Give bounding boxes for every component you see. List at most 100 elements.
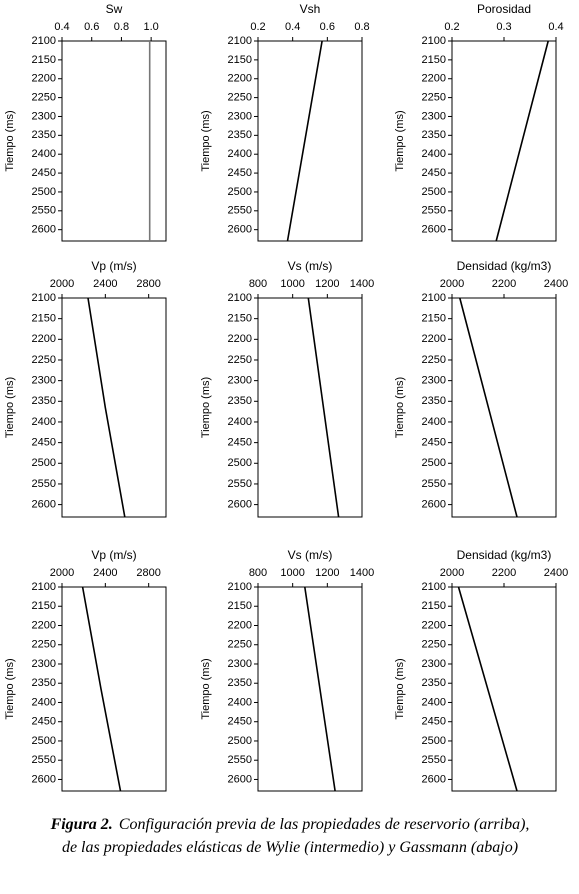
x-tick-label: 1200 [315, 567, 339, 579]
log-line [304, 586, 336, 792]
x-tick-label: 0.8 [114, 21, 129, 33]
x-tick-label: 0.3 [496, 21, 511, 33]
caption: Figura 2. Configuración previa de las pro… [50, 813, 530, 859]
x-tick-label: 0.4 [548, 21, 563, 33]
x-tick-label: 2000 [50, 278, 74, 290]
panel-title: Porosidad [477, 2, 531, 16]
y-tick-label: 2500 [228, 457, 252, 469]
log-line [495, 40, 549, 242]
y-tick-label: 2100 [422, 35, 446, 47]
y-tick-label: 2100 [32, 35, 56, 47]
log-line [459, 297, 518, 518]
y-tick-label: 2550 [422, 754, 446, 766]
panel-title: Vs (m/s) [288, 259, 333, 273]
x-tick-label: 0.2 [250, 21, 265, 33]
y-tick-label: 2400 [32, 696, 56, 708]
y-tick-label: 2400 [422, 148, 446, 160]
x-tick-label: 800 [249, 567, 267, 579]
x-tick-label: 2000 [440, 567, 464, 579]
log-line [81, 586, 122, 792]
caption-text: Configuración previa de las propiedades … [61, 816, 530, 856]
y-tick-label: 2600 [422, 499, 446, 511]
y-tick-label: 2600 [228, 224, 252, 236]
y-tick-label: 2300 [32, 375, 56, 387]
y-tick-label: 2550 [422, 205, 446, 217]
x-tick-label: 2400 [544, 567, 568, 579]
log-line [87, 297, 126, 518]
x-tick-label: 1.0 [143, 21, 158, 33]
y-tick-label: 2250 [422, 92, 446, 104]
y-tick-label: 2400 [422, 416, 446, 428]
y-tick-label: 2350 [32, 677, 56, 689]
y-tick-label: 2150 [228, 54, 252, 66]
y-tick-label: 2100 [228, 581, 252, 593]
y-tick-label: 2450 [228, 716, 252, 728]
y-tick-label: 2250 [228, 639, 252, 651]
y-axis-label: Tiempo (ms) [4, 110, 16, 171]
figure: Sw Tiempo (ms) 0.4 0.6 0.8 1.0 2100 2150 2200 225… [4, 2, 568, 792]
y-axis-label: Tiempo (ms) [394, 110, 406, 171]
y-tick-label: 2400 [228, 696, 252, 708]
panel-title: Densidad (kg/m3) [457, 259, 552, 273]
x-tick-label: 2800 [136, 567, 160, 579]
y-tick-label: 2250 [422, 354, 446, 366]
y-axis-label: Tiempo (ms) [4, 377, 16, 438]
y-tick-label: 2550 [228, 478, 252, 490]
y-tick-label: 2100 [32, 292, 56, 304]
x-tick-label: 2200 [492, 567, 516, 579]
x-tick-label: 2200 [492, 278, 516, 290]
y-tick-label: 2300 [32, 658, 56, 670]
panel-title: Densidad (kg/m3) [457, 548, 552, 562]
y-tick-label: 2500 [32, 457, 56, 469]
x-tick-label: 1400 [350, 278, 374, 290]
y-tick-label: 2550 [422, 478, 446, 490]
x-tick-label: 1200 [315, 278, 339, 290]
x-tick-label: 2400 [544, 278, 568, 290]
log-line [457, 586, 518, 792]
y-tick-label: 2300 [228, 375, 252, 387]
y-tick-label: 2500 [422, 735, 446, 747]
y-tick-label: 2250 [228, 92, 252, 104]
y-axis-label: Tiempo (ms) [4, 658, 16, 719]
caption-label: Figura 2. [50, 816, 113, 833]
y-tick-label: 2200 [422, 619, 446, 631]
y-tick-label: 2150 [228, 313, 252, 325]
y-tick-label: 2150 [228, 600, 252, 612]
plot-frame [257, 586, 363, 792]
x-tick-label: 2400 [93, 567, 117, 579]
y-tick-label: 2150 [422, 313, 446, 325]
y-tick-label: 2100 [228, 35, 252, 47]
x-tick-label: 0.8 [354, 21, 369, 33]
y-tick-label: 2100 [228, 292, 252, 304]
y-tick-label: 2500 [228, 735, 252, 747]
y-tick-label: 2200 [422, 73, 446, 85]
y-tick-label: 2350 [228, 129, 252, 141]
y-tick-label: 2200 [32, 619, 56, 631]
y-tick-label: 2600 [228, 773, 252, 785]
y-tick-label: 2600 [32, 224, 56, 236]
y-axis-label: Tiempo (ms) [394, 377, 406, 438]
x-tick-label: 2800 [136, 278, 160, 290]
x-tick-label: 0.6 [320, 21, 335, 33]
y-tick-label: 2250 [228, 354, 252, 366]
x-tick-label: 0.2 [444, 21, 459, 33]
y-tick-label: 2550 [228, 205, 252, 217]
y-tick-label: 2600 [422, 773, 446, 785]
y-tick-label: 2300 [422, 658, 446, 670]
y-tick-label: 2550 [32, 754, 56, 766]
y-tick-label: 2250 [32, 92, 56, 104]
y-tick-label: 2400 [228, 148, 252, 160]
y-tick-label: 2200 [228, 619, 252, 631]
x-tick-label: 1000 [280, 567, 304, 579]
y-tick-label: 2350 [422, 677, 446, 689]
y-tick-label: 2400 [228, 416, 252, 428]
y-tick-label: 2150 [422, 600, 446, 612]
y-tick-label: 2600 [422, 224, 446, 236]
y-tick-label: 2450 [228, 437, 252, 449]
y-tick-label: 2600 [228, 499, 252, 511]
y-tick-label: 2200 [32, 333, 56, 345]
y-tick-label: 2200 [32, 73, 56, 85]
plot-frame [61, 586, 167, 792]
y-tick-label: 2100 [422, 581, 446, 593]
y-axis-label: Tiempo (ms) [200, 377, 212, 438]
